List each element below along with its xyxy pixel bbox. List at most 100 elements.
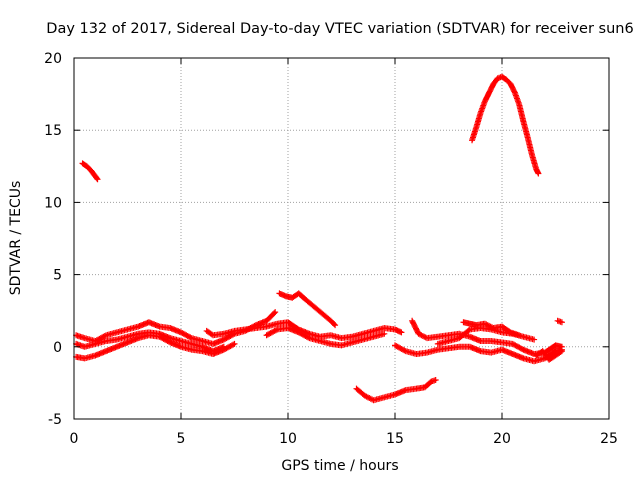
data-point bbox=[548, 358, 550, 361]
data-point bbox=[75, 356, 77, 358]
data-point bbox=[488, 91, 490, 94]
data-point bbox=[169, 341, 172, 344]
data-point bbox=[400, 331, 403, 334]
series-arc-1 bbox=[79, 160, 101, 183]
data-point bbox=[458, 346, 461, 348]
data-point bbox=[411, 320, 413, 322]
data-point bbox=[330, 343, 332, 345]
data-point bbox=[340, 337, 343, 339]
x-tick-label: 20 bbox=[493, 431, 511, 447]
axis-ticks: 0 5 10 15 20 25 -5 0 5 10 15 20 bbox=[44, 51, 618, 447]
data-point bbox=[505, 78, 508, 81]
data-point bbox=[469, 328, 471, 331]
data-point bbox=[205, 330, 208, 332]
data-point bbox=[201, 340, 204, 342]
y-axis-label: SDTVAR / TECUs bbox=[8, 181, 24, 296]
data-point bbox=[471, 139, 473, 142]
data-point bbox=[462, 321, 465, 324]
data-point bbox=[223, 346, 225, 348]
marker-trace bbox=[554, 317, 565, 326]
data-point bbox=[169, 337, 172, 339]
data-point bbox=[83, 357, 86, 360]
data-point bbox=[274, 311, 276, 313]
data-point bbox=[501, 348, 503, 351]
data-point bbox=[404, 389, 407, 391]
data-point bbox=[105, 340, 107, 342]
data-point bbox=[434, 379, 437, 381]
series-arc-5 bbox=[203, 319, 405, 342]
data-point bbox=[426, 351, 428, 354]
data-point bbox=[190, 337, 193, 339]
data-point bbox=[126, 335, 129, 338]
data-point bbox=[75, 334, 77, 337]
data-point bbox=[297, 292, 300, 295]
data-point bbox=[105, 334, 107, 337]
data-point bbox=[75, 343, 77, 345]
data-point bbox=[287, 327, 289, 329]
data-point bbox=[394, 344, 396, 347]
data-point bbox=[501, 331, 503, 334]
data-point bbox=[447, 340, 450, 342]
data-point bbox=[276, 322, 279, 325]
data-point bbox=[484, 322, 486, 325]
data-point bbox=[511, 343, 514, 345]
y-tick-label: 10 bbox=[44, 195, 62, 211]
series-arc-15 bbox=[469, 73, 542, 177]
data-point bbox=[437, 348, 439, 351]
data-point bbox=[137, 337, 139, 339]
data-point bbox=[479, 350, 482, 352]
chart-title: Day 132 of 2017, Sidereal Day-to-day VTE… bbox=[46, 21, 633, 37]
y-tick-label: 20 bbox=[44, 51, 62, 67]
data-point bbox=[330, 334, 332, 337]
series-arc-14 bbox=[554, 317, 565, 326]
data-point bbox=[426, 337, 428, 339]
y-tick-label: 0 bbox=[53, 340, 62, 356]
data-point bbox=[304, 298, 306, 300]
data-point bbox=[458, 337, 461, 339]
data-point bbox=[255, 327, 257, 329]
data-point bbox=[372, 330, 375, 332]
data-point bbox=[509, 83, 512, 85]
data-point bbox=[319, 340, 321, 342]
data-point bbox=[190, 348, 193, 351]
data-point bbox=[94, 175, 97, 178]
data-point bbox=[484, 100, 486, 103]
data-point bbox=[285, 295, 287, 298]
series-arc-13 bbox=[533, 348, 565, 363]
data-point bbox=[554, 344, 557, 347]
data-point bbox=[362, 338, 364, 341]
data-point bbox=[321, 312, 324, 315]
data-point bbox=[96, 178, 99, 181]
data-point bbox=[94, 343, 97, 345]
data-point bbox=[479, 340, 482, 342]
data-point bbox=[479, 327, 482, 329]
data-point bbox=[522, 335, 525, 338]
y-tick-label: 5 bbox=[53, 268, 62, 284]
data-point bbox=[291, 296, 294, 299]
data-point bbox=[511, 353, 514, 355]
data-point bbox=[223, 333, 225, 335]
data-point bbox=[278, 292, 281, 295]
data-point bbox=[522, 120, 525, 123]
data-point bbox=[265, 334, 268, 337]
data-point bbox=[223, 338, 225, 341]
data-point bbox=[351, 335, 354, 338]
data-point bbox=[415, 387, 418, 390]
data-point bbox=[424, 386, 426, 389]
data-point bbox=[458, 333, 461, 335]
grid-lines bbox=[74, 58, 609, 419]
data-point bbox=[126, 328, 129, 331]
data-point bbox=[501, 75, 503, 78]
data-point bbox=[180, 331, 182, 334]
data-point bbox=[394, 393, 396, 396]
data-point bbox=[287, 321, 289, 324]
data-point bbox=[535, 168, 538, 170]
data-point bbox=[244, 328, 246, 331]
data-point bbox=[148, 321, 150, 324]
data-point bbox=[158, 333, 161, 335]
data-point bbox=[212, 350, 214, 352]
series-arc-8 bbox=[353, 377, 439, 404]
data-point bbox=[492, 83, 495, 85]
data-point bbox=[265, 320, 268, 322]
data-point bbox=[526, 136, 529, 139]
